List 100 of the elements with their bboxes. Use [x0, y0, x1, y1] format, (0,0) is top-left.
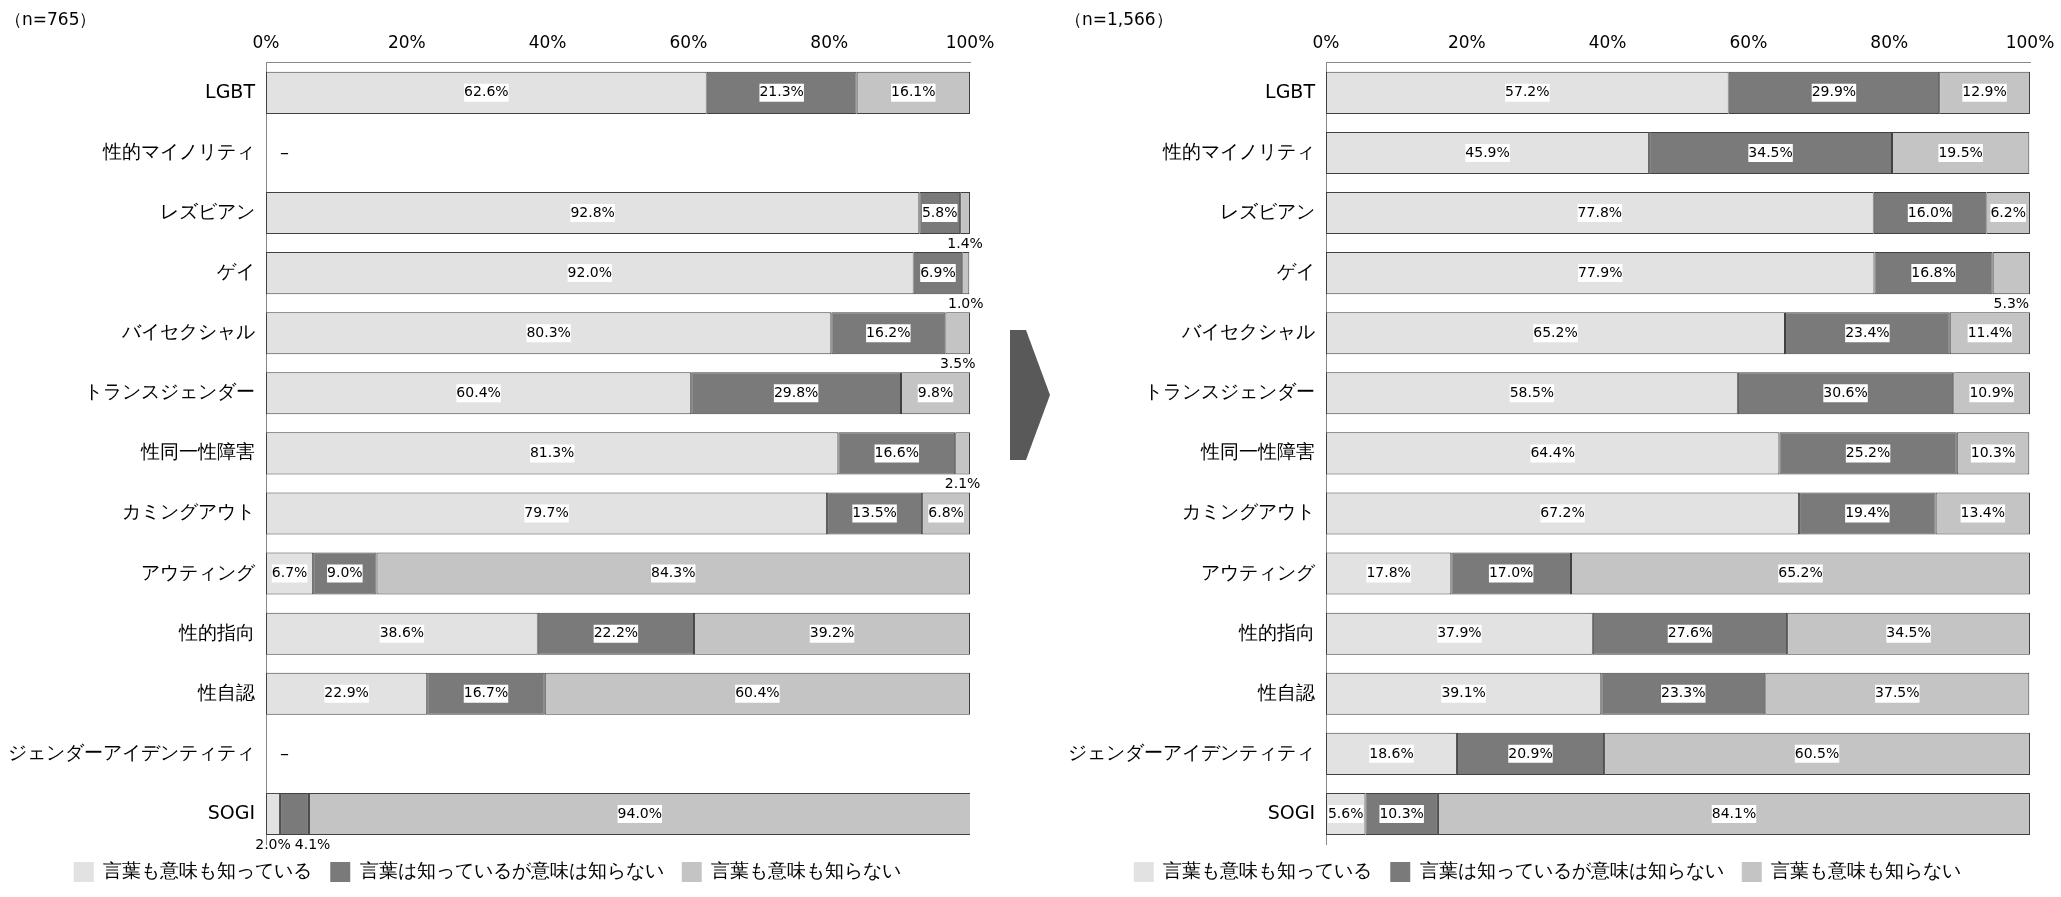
data-label: 22.2% [593, 624, 639, 641]
data-label: 9.8% [917, 383, 954, 400]
y-tick-label: 性同一性障害 [140, 440, 255, 463]
data-label: 13.5% [852, 504, 897, 521]
data-label: 29.9% [1811, 83, 1857, 100]
data-label: 6.9% [920, 263, 956, 280]
legend-label: 言葉も意味も知っている [1163, 858, 1373, 881]
x-tick-label: 0% [252, 32, 280, 53]
x-tick-label: 60% [1729, 32, 1768, 53]
data-label: 65.2% [1533, 323, 1578, 340]
data-label: 16.0% [1907, 203, 1953, 220]
data-label: 25.2% [1845, 444, 1891, 461]
y-tick-label: バイセクシャル [1181, 320, 1315, 343]
data-label: 18.6% [1369, 744, 1414, 761]
data-label: 34.5% [1886, 624, 1931, 641]
data-label: 6.7% [271, 564, 308, 581]
y-tick-label: アウティング [141, 560, 256, 583]
data-label: 5.8% [921, 203, 958, 220]
data-label: 84.3% [651, 564, 696, 581]
data-label: 37.5% [1875, 684, 1920, 701]
legend-label: 言葉は知っているが意味は知らない [1419, 858, 1724, 881]
data-label: 2.0% [255, 835, 291, 852]
data-label: 65.2% [1778, 564, 1823, 581]
data-label: 12.9% [1962, 83, 2007, 100]
data-label: 29.8% [773, 383, 819, 400]
data-label: 23.4% [1845, 323, 1890, 340]
legend-label: 言葉は知っているが意味は知らない [359, 858, 664, 881]
y-tick-label: SOGI [1267, 800, 1315, 823]
y-tick-label: 性自認 [1257, 680, 1315, 703]
legend-label: 言葉も意味も知らない [711, 858, 902, 881]
x-tick-label: 80% [810, 32, 849, 53]
x-tick-label: 100% [2005, 32, 2055, 53]
data-label: 19.5% [1938, 143, 1983, 160]
data-label: 38.6% [379, 624, 425, 641]
data-label: 16.8% [1911, 263, 1956, 280]
data-label: 94.0% [617, 804, 663, 821]
data-label: 1.0% [947, 294, 984, 311]
data-label: 79.7% [524, 504, 569, 521]
data-label: 62.6% [464, 83, 509, 100]
data-label: 60.4% [735, 684, 780, 701]
y-tick-label: トランスジェンダー [84, 380, 255, 403]
y-tick-label: 性同一性障害 [1200, 440, 1315, 463]
data-label: 6.8% [928, 504, 964, 521]
legend-label: 言葉も意味も知っている [103, 858, 313, 881]
data-label: 21.3% [759, 83, 804, 100]
data-label: 2.1% [944, 475, 981, 492]
x-tick-label: 20% [387, 32, 426, 53]
data-label: 6.2% [1990, 203, 2026, 220]
x-tick-label: 80% [1870, 32, 1909, 53]
y-tick-label: ジェンダーアイデンティティ [8, 740, 255, 763]
annotation: – [280, 741, 289, 763]
data-label: 23.3% [1661, 684, 1706, 701]
data-label: 39.2% [809, 624, 855, 641]
data-label: 27.6% [1667, 624, 1713, 641]
data-label: 37.9% [1437, 624, 1482, 641]
data-label: 5.6% [1327, 804, 1364, 821]
legend-label: 言葉も意味も知らない [1771, 858, 1962, 881]
y-tick-label: レズビアン [1220, 199, 1315, 222]
data-label: 60.5% [1794, 744, 1840, 761]
y-tick-label: SOGI [207, 800, 255, 823]
y-tick-label: レズビアン [160, 199, 255, 222]
data-label: 60.4% [456, 383, 501, 400]
y-tick-label: LGBT [205, 79, 256, 102]
data-label: 5.3% [1993, 294, 2030, 311]
data-label: 30.6% [1823, 383, 1868, 400]
y-tick-label: カミングアウト [1182, 500, 1315, 523]
data-label: 57.2% [1505, 83, 1550, 100]
data-label: 10.9% [1969, 383, 2014, 400]
y-tick-label: 性的指向 [1238, 620, 1315, 643]
data-label: 1.4% [947, 234, 983, 251]
data-label: 45.9% [1465, 143, 1510, 160]
y-tick-label: 性自認 [197, 680, 255, 703]
data-label: 92.8% [570, 203, 615, 220]
y-tick-label: 性的マイノリティ [1162, 139, 1315, 162]
x-tick-label: 60% [669, 32, 708, 53]
data-label: 10.3% [1379, 804, 1424, 821]
data-label: 11.4% [1967, 323, 2013, 340]
data-label: 77.8% [1577, 203, 1623, 220]
y-tick-label: バイセクシャル [121, 320, 255, 343]
data-label: 19.4% [1845, 504, 1890, 521]
data-label: 16.1% [891, 83, 936, 100]
x-tick-label: 40% [1588, 32, 1627, 53]
annotation: – [280, 140, 289, 162]
text: （n=1,566） [1065, 8, 1173, 29]
data-label: 10.3% [1970, 444, 2016, 461]
data-label: 92.0% [567, 263, 613, 280]
y-tick-label: トランスジェンダー [1144, 380, 1315, 403]
x-tick-label: 20% [1447, 32, 1486, 53]
data-label: 34.5% [1748, 143, 1793, 160]
data-label: 67.2% [1540, 504, 1585, 521]
data-label: 17.0% [1488, 564, 1534, 581]
y-tick-label: LGBT [1265, 79, 1316, 102]
data-label: 16.2% [866, 323, 911, 340]
y-tick-label: ジェンダーアイデンティティ [1068, 740, 1315, 763]
data-label: 64.4% [1530, 444, 1575, 461]
y-tick-label: カミングアウト [122, 500, 255, 523]
data-label: 16.7% [463, 684, 509, 701]
data-label: 13.4% [1960, 504, 2006, 521]
data-label: 17.8% [1366, 564, 1411, 581]
y-tick-label: 性的マイノリティ [102, 139, 255, 162]
